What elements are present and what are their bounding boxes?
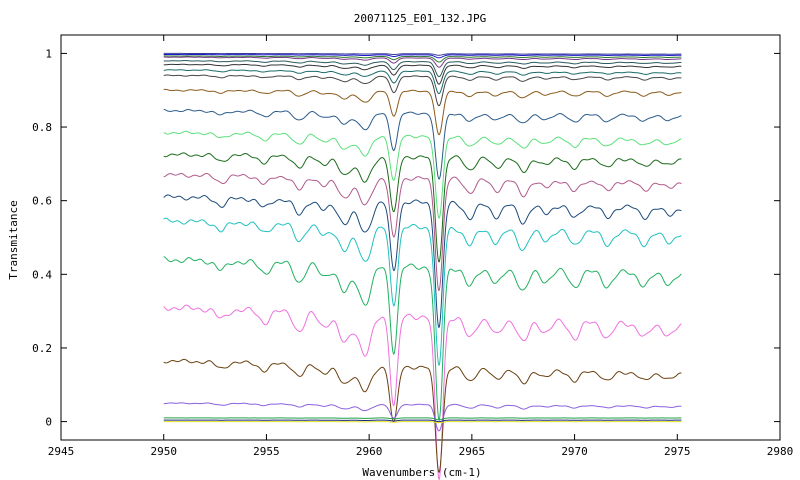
x-tick-label: 2950 xyxy=(150,445,177,458)
series-line xyxy=(163,172,682,291)
series-line xyxy=(163,53,682,59)
series-layer xyxy=(163,52,682,480)
plot-frame xyxy=(60,34,781,441)
series-line xyxy=(163,130,682,219)
series-line xyxy=(163,256,682,421)
y-axis-label: Transmitance xyxy=(7,200,20,279)
series-line xyxy=(163,56,682,68)
y-axis: 0 0.2 0.4 0.6 0.8 1 xyxy=(32,47,780,429)
x-tick-label: 2970 xyxy=(561,445,588,458)
x-tick-label: 2975 xyxy=(664,445,691,458)
x-tick-label: 2980 xyxy=(767,445,794,458)
x-tick-label: 2960 xyxy=(356,445,383,458)
series-line xyxy=(163,74,682,107)
chart-title: 20071125_E01_132.JPG xyxy=(354,12,486,25)
series-line xyxy=(163,358,682,473)
series-line xyxy=(163,417,682,421)
y-tick-label: 0.2 xyxy=(32,342,52,355)
series-line xyxy=(163,304,682,480)
series-line xyxy=(163,52,682,56)
series-line xyxy=(163,152,682,263)
series-line xyxy=(163,55,682,63)
x-tick-label: 2955 xyxy=(253,445,280,458)
x-tick-label: 2945 xyxy=(48,445,75,458)
y-tick-label: 0.8 xyxy=(32,121,52,134)
series-line xyxy=(163,217,682,366)
series-line xyxy=(163,194,682,328)
y-tick-label: 0.6 xyxy=(32,195,52,208)
x-axis-label: Wavenumbers (cm-1) xyxy=(362,466,481,479)
series-line xyxy=(163,60,682,78)
y-tick-label: 0.4 xyxy=(32,268,52,281)
y-tick-label: 1 xyxy=(45,47,52,60)
x-axis: 2945 2950 2955 2960 2965 2970 2975 2980 xyxy=(48,35,794,458)
y-tick-label: 0 xyxy=(45,416,52,429)
series-line xyxy=(163,419,682,423)
series-line xyxy=(163,402,682,432)
series-line xyxy=(163,69,682,95)
series-line xyxy=(163,421,682,424)
series-line xyxy=(163,108,682,180)
x-tick-label: 2965 xyxy=(459,445,486,458)
series-line xyxy=(163,88,682,136)
series-line xyxy=(163,63,682,85)
